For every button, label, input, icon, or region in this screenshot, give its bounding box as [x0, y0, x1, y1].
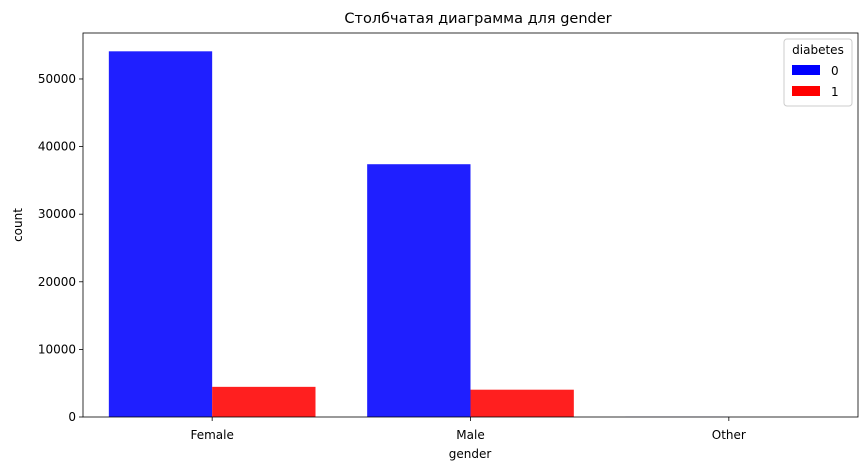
legend-swatch-0 — [792, 65, 820, 75]
x-axis: Female Male Other — [190, 417, 746, 442]
y-tick-label-40000: 40000 — [38, 140, 76, 154]
y-axis: 0 10000 20000 30000 40000 50000 — [38, 72, 83, 424]
x-axis-label: gender — [449, 447, 492, 461]
x-tick-label-female: Female — [190, 428, 233, 442]
y-tick-label-10000: 10000 — [38, 342, 76, 356]
chart-title: Столбчатая диаграмма для gender — [344, 11, 611, 27]
x-tick-label-other: Other — [712, 428, 746, 442]
legend-label-0: 0 — [831, 64, 839, 78]
y-tick-label-30000: 30000 — [38, 207, 76, 221]
legend: diabetes 0 1 — [783, 38, 853, 107]
legend-label-1: 1 — [831, 85, 839, 99]
legend-swatch-1 — [792, 86, 820, 96]
bars-layer — [108, 51, 729, 418]
bar-female-diabetes-0 — [108, 51, 213, 418]
legend-title: diabetes — [792, 43, 844, 57]
bar-female-diabetes-1 — [212, 386, 316, 417]
y-axis-label: count — [11, 208, 25, 242]
y-tick-label-0: 0 — [68, 410, 76, 424]
y-tick-label-50000: 50000 — [38, 72, 76, 86]
x-tick-label-male: Male — [456, 428, 484, 442]
bar-male-diabetes-1 — [470, 389, 574, 417]
bar-male-diabetes-0 — [367, 164, 471, 417]
y-tick-label-20000: 20000 — [38, 275, 76, 289]
plot-frame — [82, 32, 859, 418]
